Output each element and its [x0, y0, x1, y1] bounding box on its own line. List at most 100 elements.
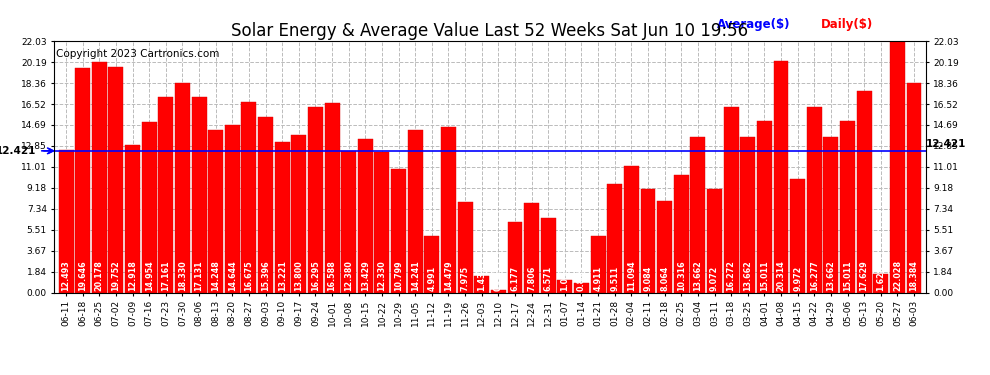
Text: 7.806: 7.806 — [527, 266, 537, 291]
Bar — [291, 135, 306, 292]
Text: 1.431: 1.431 — [477, 266, 486, 291]
Text: 1.628: 1.628 — [876, 266, 885, 291]
Bar — [75, 69, 90, 292]
Text: 14.479: 14.479 — [444, 260, 453, 291]
Bar — [574, 283, 589, 292]
Bar — [591, 237, 606, 292]
Bar — [707, 189, 722, 292]
Text: 9.084: 9.084 — [644, 266, 652, 291]
Text: 17.131: 17.131 — [195, 260, 204, 291]
Text: 16.295: 16.295 — [311, 260, 320, 291]
Bar — [457, 201, 472, 292]
Text: 11.094: 11.094 — [627, 260, 636, 291]
Text: 12.421: 12.421 — [0, 146, 53, 156]
Bar — [408, 130, 423, 292]
Text: 14.644: 14.644 — [228, 260, 237, 291]
Bar — [657, 201, 672, 292]
Bar — [92, 62, 107, 292]
Text: 8.064: 8.064 — [660, 266, 669, 291]
Bar — [357, 140, 373, 292]
Text: 16.588: 16.588 — [328, 260, 337, 291]
Bar — [841, 121, 855, 292]
Text: 9.511: 9.511 — [610, 266, 619, 291]
Bar — [890, 41, 905, 292]
Text: 12.380: 12.380 — [345, 260, 353, 291]
Text: 20.314: 20.314 — [776, 260, 785, 291]
Bar — [807, 107, 822, 292]
Bar — [175, 84, 190, 292]
Bar — [856, 92, 871, 292]
Text: Copyright 2023 Cartronics.com: Copyright 2023 Cartronics.com — [56, 49, 220, 59]
Text: 13.429: 13.429 — [361, 260, 370, 291]
Bar — [58, 150, 73, 292]
Text: 7.975: 7.975 — [460, 266, 469, 291]
Text: 16.277: 16.277 — [810, 260, 819, 291]
Text: Daily($): Daily($) — [821, 18, 873, 31]
Text: 18.384: 18.384 — [910, 260, 919, 291]
Text: 13.800: 13.800 — [294, 260, 303, 291]
Bar — [824, 136, 839, 292]
Bar — [624, 166, 639, 292]
Bar — [125, 145, 140, 292]
Text: 14.248: 14.248 — [211, 260, 220, 291]
Bar — [425, 236, 440, 292]
Bar — [225, 126, 240, 292]
Bar — [773, 61, 788, 292]
Bar — [508, 222, 523, 292]
Text: Average($): Average($) — [717, 18, 790, 31]
Bar — [741, 136, 755, 292]
Text: 22.028: 22.028 — [893, 260, 902, 291]
Text: 18.330: 18.330 — [178, 260, 187, 291]
Bar — [192, 97, 207, 292]
Bar — [142, 122, 156, 292]
Text: 17.629: 17.629 — [859, 260, 868, 291]
Text: 10.316: 10.316 — [677, 260, 686, 291]
Bar — [158, 97, 173, 292]
Bar — [557, 280, 572, 292]
Text: 19.646: 19.646 — [78, 260, 87, 291]
Text: 1.093: 1.093 — [560, 266, 569, 291]
Bar — [757, 121, 772, 292]
Text: 12.493: 12.493 — [61, 260, 70, 291]
Text: 15.396: 15.396 — [261, 260, 270, 291]
Text: 0.243: 0.243 — [494, 266, 503, 291]
Text: 0.815: 0.815 — [577, 266, 586, 291]
Text: 19.752: 19.752 — [112, 260, 121, 291]
Bar — [690, 136, 705, 292]
Bar — [873, 274, 888, 292]
Text: 4.991: 4.991 — [428, 266, 437, 291]
Bar — [491, 290, 506, 292]
Bar — [208, 130, 223, 292]
Bar — [242, 102, 256, 292]
Text: 13.221: 13.221 — [278, 260, 287, 291]
Text: 10.799: 10.799 — [394, 260, 403, 291]
Text: 14.241: 14.241 — [411, 260, 420, 291]
Bar — [674, 175, 689, 292]
Bar — [907, 83, 922, 292]
Text: 6.571: 6.571 — [544, 266, 552, 291]
Bar — [607, 184, 623, 292]
Text: 17.161: 17.161 — [161, 260, 170, 291]
Text: 12.421: 12.421 — [926, 139, 966, 149]
Text: 4.911: 4.911 — [594, 266, 603, 291]
Text: 14.954: 14.954 — [145, 260, 153, 291]
Bar — [474, 276, 489, 292]
Text: 16.675: 16.675 — [245, 260, 253, 291]
Bar — [374, 152, 389, 292]
Text: 9.972: 9.972 — [793, 266, 802, 291]
Bar — [109, 67, 124, 292]
Text: 6.177: 6.177 — [511, 266, 520, 291]
Bar — [541, 217, 555, 292]
Text: 15.011: 15.011 — [760, 260, 769, 291]
Bar — [641, 189, 655, 292]
Title: Solar Energy & Average Value Last 52 Weeks Sat Jun 10 19:56: Solar Energy & Average Value Last 52 Wee… — [232, 22, 748, 40]
Bar — [325, 104, 340, 292]
Bar — [724, 107, 739, 292]
Bar — [275, 142, 290, 292]
Text: 9.072: 9.072 — [710, 266, 719, 291]
Bar — [308, 106, 323, 292]
Text: 20.178: 20.178 — [95, 260, 104, 291]
Text: 13.662: 13.662 — [743, 260, 752, 291]
Bar — [391, 170, 406, 292]
Bar — [258, 117, 273, 292]
